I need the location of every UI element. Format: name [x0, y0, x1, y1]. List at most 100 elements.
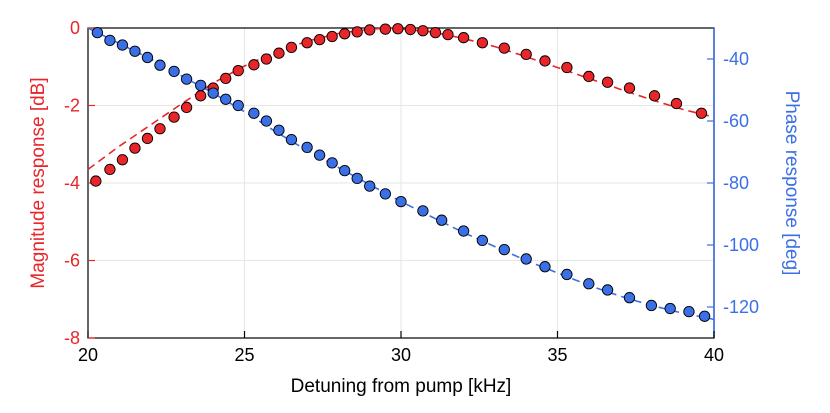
phase-data-point	[645, 299, 658, 312]
magnitude-data-point	[520, 48, 532, 60]
phase-data-point	[698, 310, 711, 322]
phase-data-point	[141, 51, 154, 64]
x-tick-label: 20	[78, 345, 98, 365]
magnitude-data-point	[670, 97, 683, 110]
phase-data-point	[498, 243, 510, 256]
magnitude-data-point	[141, 132, 154, 145]
phase-data-point	[301, 141, 313, 154]
x-axis-label: Detuning from pump [kHz]	[291, 376, 512, 397]
magnitude-data-point	[301, 37, 313, 49]
y-right-tick-label: -40	[723, 49, 749, 69]
y-right-tick-label: -60	[723, 111, 749, 131]
phase-data-point	[395, 195, 407, 208]
magnitude-data-point	[129, 142, 141, 154]
magnitude-data-point	[326, 30, 338, 43]
phase-data-point	[539, 261, 551, 273]
phase-data-point	[168, 65, 180, 78]
phase-data-point	[683, 305, 695, 318]
magnitude-data-point	[168, 111, 180, 123]
phase-data-point	[561, 268, 573, 281]
phase-data-point	[285, 133, 298, 146]
phase-data-point	[104, 34, 116, 47]
phase-data-point	[436, 214, 448, 226]
y-left-tick-label: 0	[70, 18, 80, 38]
phase-data-point	[195, 79, 207, 92]
y-left-axis-label: Magnitude response [dB]	[28, 77, 49, 288]
magnitude-data-point	[285, 41, 298, 54]
magnitude-data-point	[273, 47, 285, 59]
magnitude-data-point	[232, 64, 244, 77]
y-right-tick-label: -100	[723, 235, 759, 255]
data-points	[90, 23, 711, 322]
y-right-tick-label: -120	[723, 297, 759, 317]
phase-data-point	[207, 87, 219, 99]
magnitude-data-point	[498, 42, 510, 54]
phase-data-point	[623, 292, 636, 304]
magnitude-data-point	[392, 23, 404, 35]
magnitude-data-point	[601, 76, 614, 88]
magnitude-data-point	[623, 82, 636, 94]
y-right-tick-label: -80	[723, 173, 749, 193]
magnitude-data-point	[154, 123, 166, 135]
phase-data-point	[417, 205, 429, 217]
phase-data-point	[364, 180, 376, 192]
magnitude-data-point	[220, 72, 232, 85]
phase-data-point	[220, 93, 232, 105]
y-left-tick-label: -2	[64, 96, 80, 116]
magnitude-data-point	[457, 32, 470, 44]
phase-data-point	[476, 234, 489, 247]
magnitude-data-point	[260, 53, 273, 65]
phase-data-point	[520, 253, 532, 265]
magnitude-data-point	[561, 61, 573, 74]
magnitude-data-point	[429, 27, 442, 39]
y-left-tick-label: -6	[64, 251, 80, 271]
phase-data-point	[232, 99, 244, 112]
magnitude-data-point	[648, 90, 661, 102]
phase-data-point	[129, 45, 141, 57]
x-tick-label: 30	[391, 345, 411, 365]
magnitude-data-point	[379, 23, 391, 35]
magnitude-data-point	[90, 175, 102, 187]
grid	[88, 28, 714, 338]
magnitude-data-point	[539, 55, 551, 67]
phase-data-point	[91, 27, 104, 39]
phase-data-point	[351, 172, 363, 185]
phase-data-point	[379, 188, 391, 200]
magnitude-data-point	[442, 28, 454, 41]
y-left-tick-label: -8	[64, 328, 80, 348]
phase-data-point	[601, 284, 614, 296]
magnitude-data-point	[116, 154, 129, 166]
x-tick-label: 35	[547, 345, 567, 365]
x-tick-label: 40	[704, 345, 724, 365]
phase-data-point	[248, 107, 260, 119]
magnitude-data-point	[351, 26, 363, 38]
phase-data-point	[273, 124, 285, 136]
magnitude-data-point	[417, 25, 429, 37]
magnitude-data-point	[195, 90, 207, 102]
magnitude-data-point	[476, 37, 489, 49]
x-tick-label: 25	[234, 345, 254, 365]
y-right-axis-label: Phase response [deg]	[781, 91, 802, 276]
phase-data-point	[664, 302, 676, 315]
ticks: 20 25 30 35 40 -8 -6 -4 -2 0 -120 -100 -80 -60 -40	[64, 18, 759, 365]
magnitude-data-point	[583, 70, 595, 83]
magnitude-data-point	[339, 28, 351, 40]
phase-data-point	[116, 39, 129, 51]
magnitude-data-point	[104, 163, 116, 176]
magnitude-data-point	[180, 101, 193, 114]
phase-data-point	[313, 149, 326, 161]
phase-data-point	[260, 115, 273, 127]
magnitude-data-point	[404, 23, 417, 36]
phase-data-point	[154, 59, 166, 71]
magnitude-data-point	[695, 107, 708, 119]
magnitude-data-point	[364, 24, 376, 36]
magnitude-data-point	[313, 33, 326, 46]
phase-data-point	[339, 164, 351, 177]
phase-data-point	[326, 157, 338, 169]
phase-data-point	[180, 73, 193, 85]
y-left-tick-label: -4	[64, 173, 80, 193]
phase-data-point	[583, 278, 595, 290]
phase-data-point	[457, 225, 470, 237]
magnitude-data-point	[248, 59, 260, 71]
